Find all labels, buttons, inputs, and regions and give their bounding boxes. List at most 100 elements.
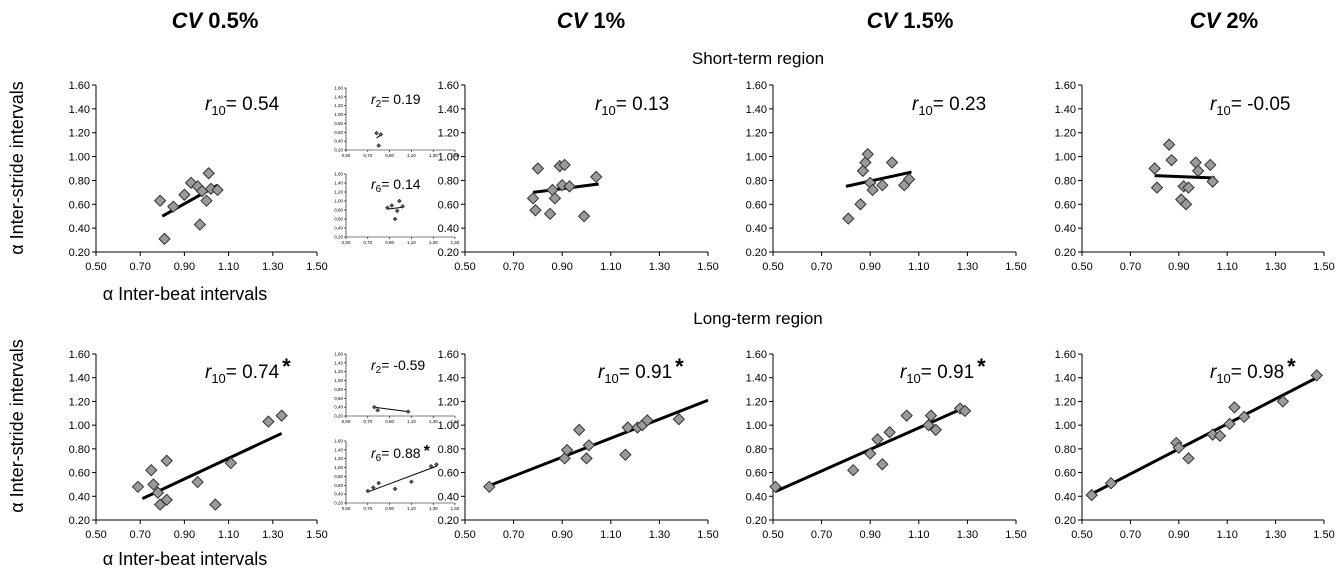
x-tick-label: 0,50 [342, 419, 351, 424]
data-point [529, 204, 542, 217]
data-point [577, 210, 591, 223]
y-tick-label: 1,20 [334, 103, 343, 108]
y-tick-label: 1.40 [1055, 104, 1076, 116]
y-tick-label: 1.40 [69, 373, 90, 385]
x-tick-label: 0.70 [129, 261, 150, 273]
x-tick-label: 1.30 [649, 261, 670, 273]
regression-line [367, 465, 437, 493]
y-tick-label: 1.20 [69, 396, 90, 408]
correlation-annotation: r10= 0.91 * [900, 354, 986, 386]
x-tick-label: 1.50 [1313, 261, 1334, 273]
x-tick-label: 1,10 [407, 153, 416, 158]
regression-line [845, 170, 912, 188]
y-tick-label: 1,00 [334, 378, 343, 383]
data-point [1237, 410, 1251, 424]
inset-plot-7: 0,20 0,40 0,60 0,80 1,00 1,20 1,40 1,60 0,50 0,70… [334, 352, 460, 425]
y-tick-label: 0.20 [69, 515, 90, 527]
column-title-cv-0-5: CV 0.5% [172, 8, 259, 33]
y-tick-label: 0.40 [1055, 491, 1076, 503]
y-tick-label: 1.20 [746, 396, 767, 408]
x-tick-label: 1,30 [429, 240, 438, 245]
x-tick-label: 0.50 [762, 529, 783, 541]
data-point [394, 208, 400, 214]
data-point [902, 173, 916, 186]
y-tick-label: 1.60 [1055, 80, 1076, 92]
data-point [876, 178, 889, 192]
x-tick-label: 1.10 [1216, 261, 1237, 273]
data-point [866, 183, 879, 197]
data-point [1165, 153, 1178, 167]
data-point [131, 480, 145, 494]
data-point [1276, 395, 1290, 408]
data-point [621, 421, 635, 434]
x-tick-label: 1.30 [262, 261, 283, 273]
data-point [1191, 164, 1205, 178]
x-tick-label: 0.50 [85, 529, 106, 541]
x-tick-label: 0.70 [129, 529, 150, 541]
data-point [483, 480, 496, 494]
y-tick-label: 0,20 [334, 414, 343, 419]
y-tick-label: 1.60 [1055, 349, 1076, 361]
data-point [224, 456, 238, 470]
x-tick-label: 1,50 [451, 240, 460, 245]
x-axis-label-bottom: α Inter-beat intervals [103, 549, 267, 569]
data-point [531, 162, 545, 175]
y-tick-label: 0,20 [334, 148, 343, 153]
x-tick-label: 0,70 [363, 240, 372, 245]
x-tick-label: 1.10 [600, 261, 621, 273]
x-tick-label: 1,10 [407, 240, 416, 245]
x-tick-label: 1.50 [306, 261, 327, 273]
correlation-annotation: r6= 0.14 [371, 176, 421, 195]
y-tick-label: 1.00 [69, 152, 90, 164]
regression-line [387, 206, 403, 210]
data-point [641, 414, 654, 427]
y-tick-label: 1,20 [334, 456, 343, 461]
y-tick-label: 1.00 [746, 420, 767, 432]
x-axis-label-top: α Inter-beat intervals [103, 284, 267, 304]
regression-line [373, 406, 409, 413]
data-point [376, 143, 382, 148]
correlation-annotation: r2= 0.19 [371, 91, 421, 110]
y-tick-label: 1,40 [334, 181, 343, 186]
correlation-annotation: r10= 0.54 [205, 94, 280, 118]
y-tick-label: 0.80 [1055, 444, 1076, 456]
x-tick-label: 0,50 [342, 240, 351, 245]
y-tick-label: 1.60 [746, 349, 767, 361]
x-tick-label: 0.90 [1168, 261, 1189, 273]
correlation-annotation: r2= -0.59 [371, 357, 425, 376]
y-tick-label: 1.00 [438, 420, 459, 432]
y-tick-label: 1.00 [1055, 420, 1076, 432]
y-tick-label: 1.60 [438, 349, 459, 361]
x-tick-label: 0.70 [811, 261, 832, 273]
data-point [876, 458, 889, 471]
y-tick-label: 0.20 [1055, 247, 1076, 259]
y-tick-label: 0,40 [334, 492, 343, 497]
data-point [262, 415, 275, 428]
data-point [580, 452, 593, 465]
x-tick-label: 1.30 [649, 529, 670, 541]
x-tick-label: 0.90 [1168, 529, 1189, 541]
y-tick-label: 0,80 [334, 208, 343, 213]
y-tick-label: 0,60 [334, 396, 343, 401]
x-tick-label: 0,90 [385, 240, 394, 245]
data-point [672, 413, 686, 426]
regression-line [488, 398, 709, 488]
data-point [558, 158, 571, 172]
data-point [1206, 175, 1219, 188]
x-tick-label: 0.70 [811, 529, 832, 541]
y-tick-label: 0.60 [438, 468, 459, 480]
x-tick-label: 1.50 [1005, 529, 1026, 541]
y-tick-label: 0,40 [334, 139, 343, 144]
y-tick-label: 0.40 [69, 491, 90, 503]
plot-panels: 0.20 0.40 0.60 0.80 1.00 1.20 1.40 1.60 0.50 0.70… [69, 80, 1335, 541]
correlation-annotation: r10= 0.98 * [1210, 354, 1296, 386]
scatter-plot-0: 0.20 0.40 0.60 0.80 1.00 1.20 1.40 1.60 0.50 0.70… [69, 80, 328, 273]
y-tick-label: 1.00 [1055, 152, 1076, 164]
data-point [376, 480, 382, 486]
data-point [428, 463, 434, 469]
x-tick-label: 0.90 [551, 261, 572, 273]
y-tick-label: 0,20 [334, 235, 343, 240]
x-tick-label: 0,70 [363, 419, 372, 424]
data-point [371, 404, 377, 410]
